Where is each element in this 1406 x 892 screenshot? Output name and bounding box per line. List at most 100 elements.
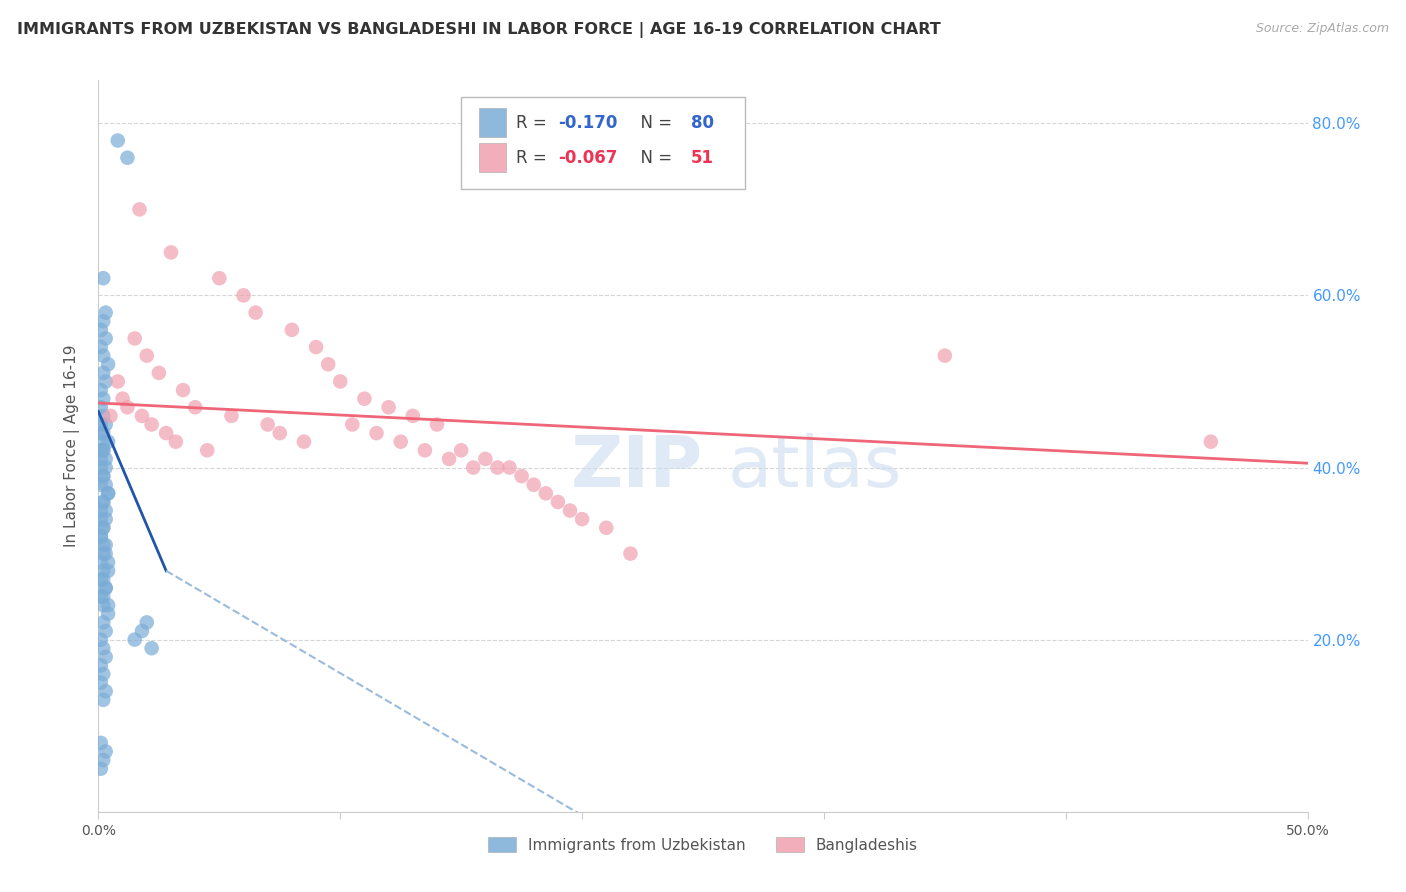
Point [402,409,425,423]
Point [510,469,533,483]
Point [90,401,112,415]
Point [463,460,485,475]
FancyBboxPatch shape [479,108,506,137]
Text: N =: N = [630,113,678,132]
Point [498,460,520,475]
Point [91,667,114,681]
Point [91,426,114,441]
Point [107,375,129,389]
Point [100,409,122,423]
Point [97,357,120,371]
Point [91,573,114,587]
Point [366,426,388,441]
Point [90,383,112,397]
Point [91,349,114,363]
FancyBboxPatch shape [461,97,745,188]
Point [90,323,112,337]
Point [97,486,120,500]
Point [94,305,117,319]
Text: R =: R = [516,113,551,132]
Point [256,417,278,432]
Point [160,245,183,260]
Point [90,529,112,543]
Point [90,443,112,458]
Point [437,451,460,466]
Point [934,349,956,363]
Point [128,202,150,217]
Point [1199,434,1222,449]
Point [208,271,231,285]
Point [94,684,117,698]
Point [91,495,114,509]
Point [342,417,364,432]
Legend: Immigrants from Uzbekistan, Bangladeshis: Immigrants from Uzbekistan, Bangladeshis [482,831,924,859]
Point [619,547,641,561]
Point [90,426,112,441]
Point [97,564,120,578]
Point [91,753,114,767]
Text: N =: N = [630,149,678,167]
Point [111,392,134,406]
Point [221,409,243,423]
Point [329,375,352,389]
Point [90,451,112,466]
Point [91,443,114,458]
Point [91,538,114,552]
Point [94,581,117,595]
Point [94,538,117,552]
Point [94,460,117,475]
Point [305,340,328,354]
Point [94,744,117,758]
Point [172,383,194,397]
Point [107,134,129,148]
Point [124,331,146,345]
Point [91,521,114,535]
Point [389,434,412,449]
Point [90,590,112,604]
Point [523,477,546,491]
Point [90,736,112,750]
Point [571,512,593,526]
Point [124,632,146,647]
Point [486,460,509,475]
Point [91,443,114,458]
Point [450,443,472,458]
Point [91,521,114,535]
Point [94,331,117,345]
Point [292,434,315,449]
Point [90,512,112,526]
Point [91,590,114,604]
Point [91,495,114,509]
Point [91,615,114,630]
Point [94,624,117,638]
Point [90,529,112,543]
Point [184,401,207,415]
Point [91,693,114,707]
Text: 80: 80 [690,113,714,132]
Point [94,649,117,664]
Point [595,521,617,535]
Point [97,598,120,612]
Point [91,366,114,380]
Text: Source: ZipAtlas.com: Source: ZipAtlas.com [1256,22,1389,36]
Point [353,392,375,406]
Point [91,469,114,483]
Point [547,495,569,509]
Point [97,607,120,621]
FancyBboxPatch shape [479,144,506,172]
Point [90,503,112,517]
Point [90,632,112,647]
Point [90,340,112,354]
Point [131,409,153,423]
Point [97,434,120,449]
Point [141,641,163,656]
Point [91,271,114,285]
Point [94,581,117,595]
Point [90,460,112,475]
Point [90,477,112,491]
Point [90,675,112,690]
Point [94,547,117,561]
Point [377,401,399,415]
Point [97,555,120,569]
Point [91,314,114,328]
